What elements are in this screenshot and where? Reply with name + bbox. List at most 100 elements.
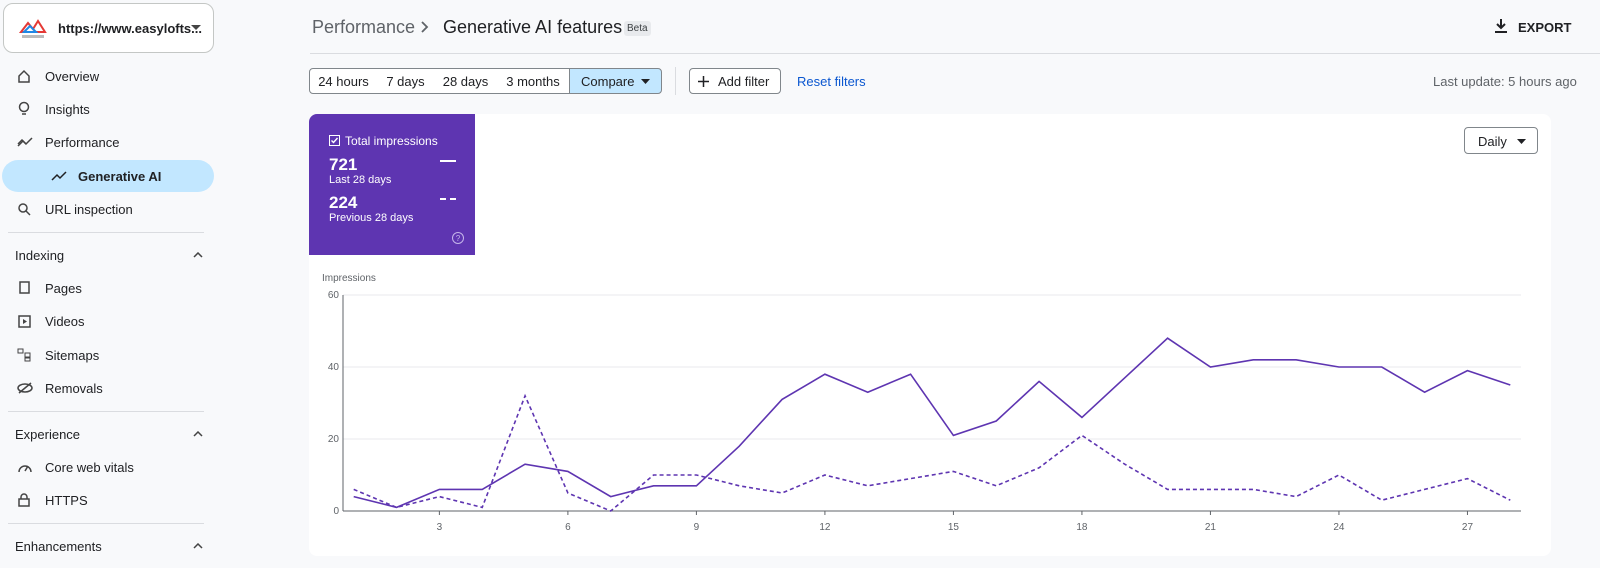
x-tick-label: 18 xyxy=(1076,522,1088,533)
nav-overview[interactable]: Overview xyxy=(0,60,214,92)
metric-card[interactable]: Total impressions 721 Last 28 days 224 P… xyxy=(309,114,475,255)
divider xyxy=(8,523,204,524)
x-tick-label: 12 xyxy=(819,522,831,533)
nav-pages[interactable]: Pages xyxy=(0,272,214,304)
section-title: Enhancements xyxy=(15,539,102,554)
divider xyxy=(8,232,204,233)
series-line xyxy=(353,393,1511,512)
export-icon xyxy=(1495,19,1507,33)
range-button[interactable]: 24 hours xyxy=(309,68,378,94)
nav-label: Sitemaps xyxy=(45,347,100,363)
icon xyxy=(51,171,67,181)
icon xyxy=(18,465,32,473)
x-tick-label: 3 xyxy=(437,522,443,533)
svg-text:?: ? xyxy=(456,234,461,243)
divider xyxy=(675,67,676,95)
metric-period: Last 28 days xyxy=(329,174,392,186)
chart-card: Total impressions 721 Last 28 days 224 P… xyxy=(309,114,1551,556)
breadcrumb[interactable]: Performance xyxy=(312,17,416,37)
dropdown-arrow xyxy=(191,25,201,30)
nav-sitemaps[interactable]: Sitemaps xyxy=(0,339,214,371)
nav-label: Videos xyxy=(45,313,85,329)
section-title: Indexing xyxy=(15,248,65,263)
metric-period: Previous 28 days xyxy=(329,212,414,224)
export-button[interactable]: EXPORT xyxy=(1518,20,1572,35)
solid-swatch xyxy=(440,160,456,162)
x-tick-label: 27 xyxy=(1462,522,1474,533)
metric-label: Total impressions xyxy=(345,134,438,148)
nav-generative-ai[interactable]: Generative AI xyxy=(2,160,214,192)
metric-total: 721 xyxy=(329,155,358,174)
icon xyxy=(18,69,30,83)
y-tick-label: 40 xyxy=(328,362,340,373)
granularity-select[interactable]: Daily xyxy=(1464,127,1538,154)
y-tick-label: 20 xyxy=(328,434,340,445)
property-selector[interactable]: https://www.easylofts... xyxy=(3,3,214,53)
icon xyxy=(18,493,30,507)
nav-removals[interactable]: Removals xyxy=(0,372,214,404)
series-line xyxy=(353,337,1511,509)
icon xyxy=(17,348,31,362)
x-tick-label: 24 xyxy=(1333,522,1345,533)
chevron xyxy=(17,139,27,145)
nav-label: Generative AI xyxy=(78,168,162,184)
plus-icon xyxy=(698,76,709,87)
nav-label: Performance xyxy=(45,134,120,150)
nav-label: Core web vitals xyxy=(45,459,134,475)
last-update: Last update: 5 hours ago xyxy=(1433,74,1577,89)
checkbox xyxy=(329,135,340,146)
x-tick-label: 21 xyxy=(1205,522,1217,533)
nav-core-web-vitals[interactable]: Core web vitals xyxy=(0,451,214,483)
y-tick-label: 60 xyxy=(328,290,340,301)
chevron[interactable] xyxy=(193,431,203,437)
chevron[interactable] xyxy=(193,252,203,258)
beta-badge: Beta xyxy=(624,21,651,36)
page-title: Generative AI features xyxy=(443,17,623,37)
icon xyxy=(18,101,30,115)
sidebar: https://www.easylofts... Overview Insigh… xyxy=(0,0,230,568)
property-url: https://www.easylofts... xyxy=(58,21,202,36)
nav-https[interactable]: HTTPS xyxy=(0,484,214,516)
granularity-label: Daily xyxy=(1478,134,1507,149)
y-tick-label: 0 xyxy=(333,506,339,517)
y-axis-title: Impressions xyxy=(322,273,376,284)
property-logo xyxy=(18,19,47,38)
nav-videos[interactable]: Videos xyxy=(0,305,214,337)
section-title: Experience xyxy=(15,427,81,442)
icon xyxy=(18,203,31,216)
x-tick-label: 15 xyxy=(948,522,960,533)
range-button[interactable]: 28 days xyxy=(434,68,498,94)
range-button[interactable]: 7 days xyxy=(377,68,435,94)
nav-insights[interactable]: Insights xyxy=(0,93,214,125)
icon xyxy=(18,315,31,328)
nav-label: Removals xyxy=(45,380,103,396)
nav-url-inspection[interactable]: URL inspection xyxy=(0,193,214,225)
header-divider xyxy=(310,53,1600,54)
nav-label: HTTPS xyxy=(45,492,88,508)
nav-performance[interactable]: Performance xyxy=(0,126,214,158)
x-tick-label: 6 xyxy=(565,522,571,533)
help-icon[interactable]: ? xyxy=(451,231,465,245)
chevron[interactable] xyxy=(193,543,203,549)
x-tick-label: 9 xyxy=(694,522,700,533)
metric-total: 224 xyxy=(329,193,358,212)
compare-label: Compare xyxy=(581,73,635,89)
nav-label: Overview xyxy=(45,68,100,84)
nav-label: Insights xyxy=(45,101,90,117)
reset-filters[interactable]: Reset filters xyxy=(797,74,866,89)
breadcrumb-separator xyxy=(421,21,429,33)
nav-label: URL inspection xyxy=(45,201,133,217)
divider xyxy=(8,411,204,412)
icon xyxy=(19,281,30,294)
nav-label: Pages xyxy=(45,280,82,296)
dropdown-arrow xyxy=(1517,139,1526,144)
add-filter-label: Add filter xyxy=(718,73,770,89)
compare-button[interactable]: Compare xyxy=(569,68,662,94)
dropdown-arrow xyxy=(641,79,650,84)
add-filter-button[interactable]: Add filter xyxy=(689,68,781,94)
range-button[interactable]: 3 months xyxy=(497,68,570,94)
chart: Impressions 0 20 40 60 3 6 9 12 15 18 21 24 27 xyxy=(322,273,1521,533)
icon xyxy=(17,382,33,394)
dashed-swatch xyxy=(440,198,456,200)
